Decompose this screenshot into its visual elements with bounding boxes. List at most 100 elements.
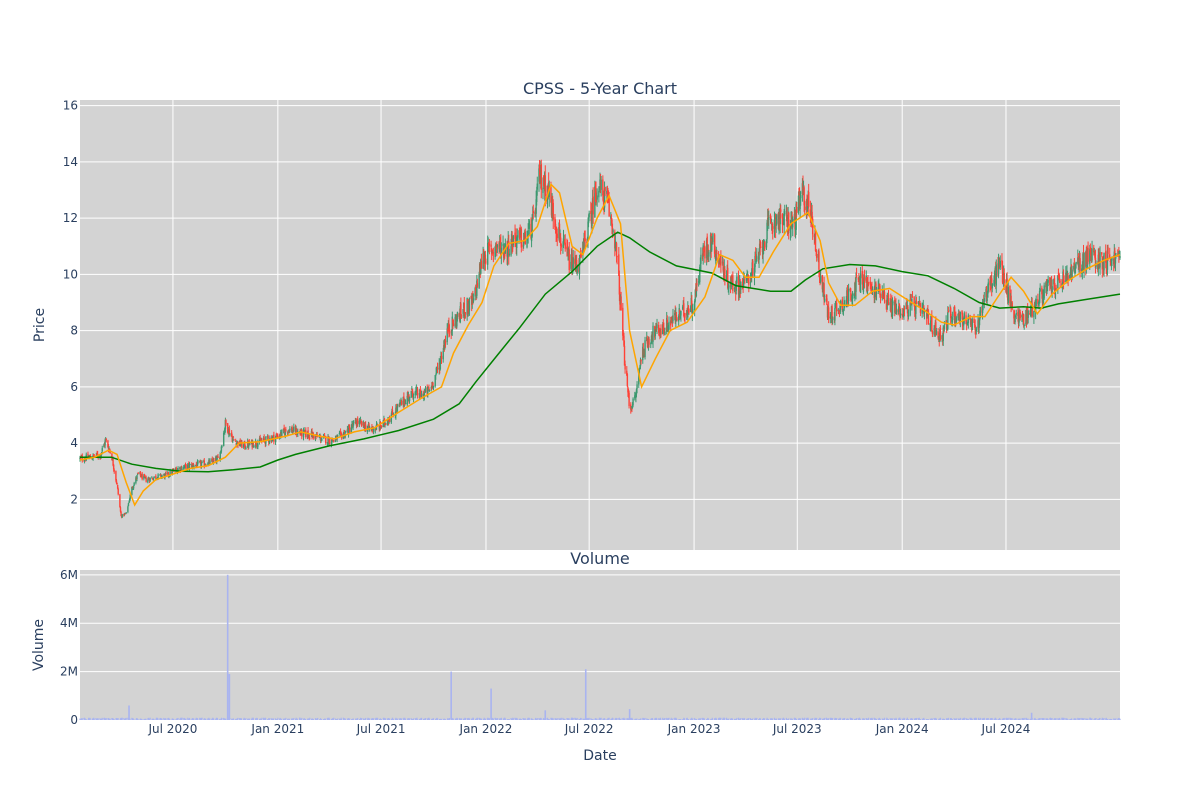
x-tick-label: Jul 2021	[356, 722, 406, 736]
volume-bar	[205, 719, 206, 720]
candle	[309, 437, 310, 439]
volume-bar	[1091, 718, 1092, 720]
price-chart-title: CPSS - 5-Year Chart	[523, 79, 677, 98]
candle	[676, 317, 677, 322]
candle	[672, 309, 673, 324]
volume-bar	[557, 718, 558, 720]
candle	[197, 460, 198, 464]
volume-bar	[82, 718, 83, 720]
volume-bar	[1016, 719, 1017, 720]
volume-bar	[357, 718, 358, 720]
candle	[469, 297, 470, 315]
volume-bar	[1048, 719, 1049, 720]
candle	[932, 330, 933, 337]
volume-bar	[453, 719, 454, 720]
candle	[968, 313, 969, 328]
volume-bar	[209, 719, 210, 720]
candle	[684, 313, 685, 323]
volume-bar	[142, 719, 143, 720]
volume-bar	[345, 719, 346, 720]
volume-bar	[856, 718, 857, 720]
candle	[856, 268, 857, 278]
candle	[477, 279, 478, 288]
candle	[928, 309, 929, 325]
candle	[301, 429, 302, 439]
volume-bar	[433, 718, 434, 720]
volume-bar	[321, 719, 322, 720]
volume-bar	[832, 718, 833, 720]
candle	[992, 283, 993, 292]
volume-bar	[473, 718, 474, 720]
candle	[976, 327, 977, 335]
volume-bar	[297, 719, 298, 720]
volume-bar	[289, 719, 290, 720]
candle	[880, 293, 881, 303]
volume-bar	[940, 718, 941, 720]
volume-bar	[329, 719, 330, 720]
volume-bar	[896, 719, 897, 720]
volume-bar	[497, 718, 498, 720]
volume-bar	[684, 719, 685, 720]
volume-bar	[864, 719, 865, 720]
volume-bar	[740, 718, 741, 720]
candle	[353, 420, 354, 425]
volume-bar	[134, 719, 135, 720]
volume-bar	[221, 718, 222, 720]
candle	[565, 234, 566, 252]
candle	[457, 312, 458, 322]
volume-bar	[162, 719, 163, 720]
volume-bar	[860, 719, 861, 720]
volume-bar	[529, 718, 530, 720]
volume-bar	[138, 719, 139, 720]
volume-bar	[561, 718, 562, 720]
volume-bar	[513, 718, 514, 720]
candle	[984, 292, 985, 308]
candle	[776, 214, 777, 226]
candle	[136, 475, 137, 481]
candle	[153, 476, 154, 478]
candle	[145, 476, 146, 483]
candle	[357, 416, 358, 426]
volume-bar	[309, 718, 310, 720]
candle	[245, 446, 246, 449]
volume-bar	[337, 718, 338, 720]
volume-bar	[1028, 719, 1029, 720]
candle	[860, 267, 861, 293]
candle	[573, 250, 574, 272]
candle	[1020, 310, 1021, 321]
candle	[600, 176, 601, 197]
volume-bar	[573, 718, 574, 720]
volume-bar	[1060, 719, 1061, 720]
volume-bar	[1036, 719, 1037, 720]
candle	[221, 445, 222, 448]
x-tick-label: Jul 2023	[772, 722, 822, 736]
volume-bar	[932, 719, 933, 720]
volume-bar	[245, 718, 246, 720]
volume-bar	[293, 718, 294, 720]
volume-bar	[756, 718, 757, 720]
volume-bar	[904, 718, 905, 720]
volume-bar	[1072, 719, 1073, 720]
volume-bar	[585, 669, 587, 720]
volume-bar	[597, 719, 598, 720]
candle	[409, 397, 410, 404]
candle	[417, 387, 418, 399]
volume-bar	[605, 719, 606, 720]
candle	[680, 311, 681, 322]
candle	[960, 312, 961, 328]
candle	[1075, 262, 1076, 269]
volume-bar	[581, 718, 582, 720]
candle	[708, 250, 709, 262]
candle	[664, 328, 665, 336]
volume-bar	[720, 718, 721, 720]
candle	[644, 337, 645, 360]
candle	[114, 468, 115, 474]
volume-bar	[1056, 718, 1057, 720]
candle	[1033, 311, 1034, 324]
volume-bar	[237, 718, 238, 720]
candle	[996, 259, 997, 292]
volume-bar	[273, 719, 274, 720]
candle	[956, 316, 957, 324]
candle	[289, 426, 290, 433]
candle	[688, 308, 689, 314]
